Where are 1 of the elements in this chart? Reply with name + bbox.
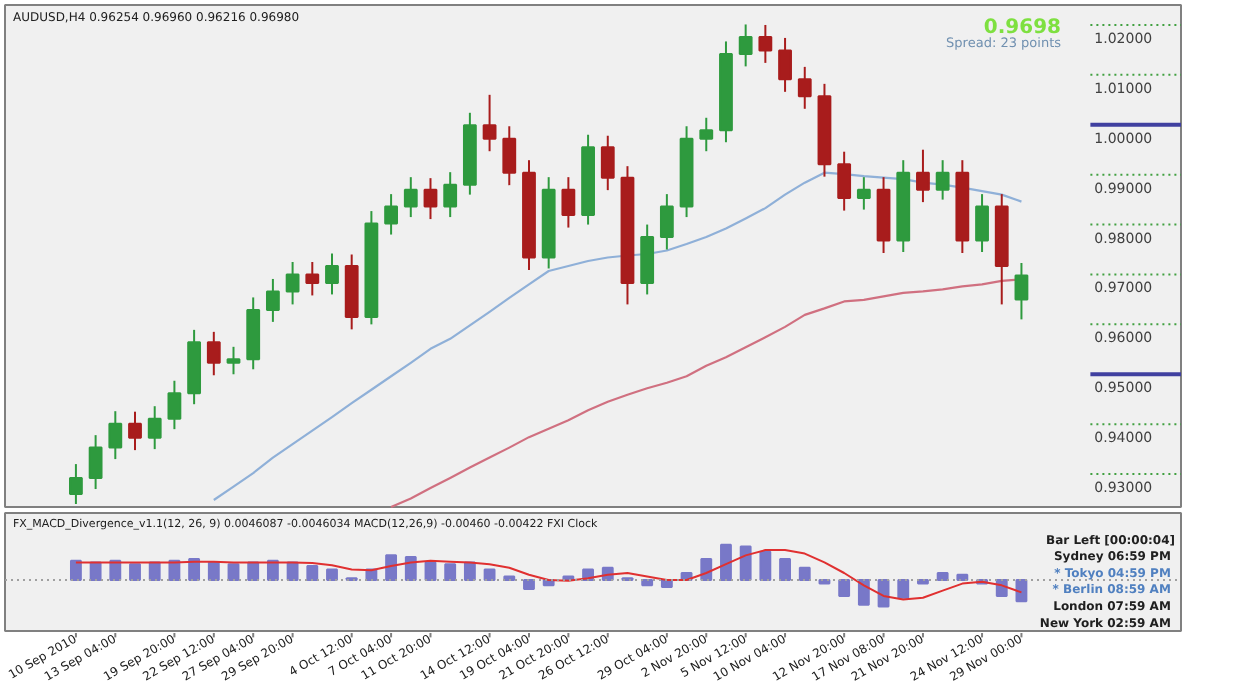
- annotation: 0.9698: [983, 17, 1062, 39]
